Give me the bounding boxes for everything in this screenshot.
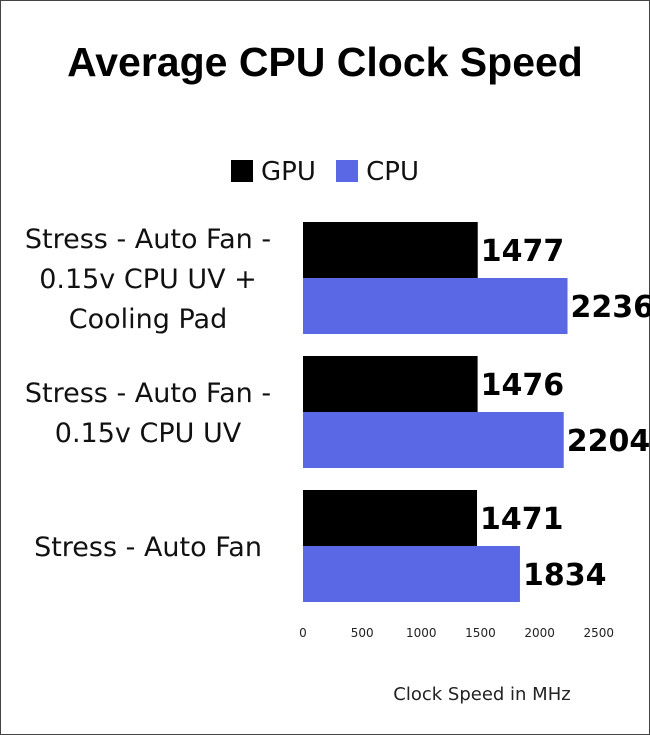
value-label-gpu-3: 1471 [480,502,564,537]
category-label-2-line-1: Stress - Auto Fan - [25,378,271,409]
category-label-1-line-3: Cooling Pad [69,304,227,335]
value-label-gpu-2: 1476 [481,368,565,403]
bar-cpu-3 [303,546,520,602]
legend-label-cpu: CPU [366,157,419,187]
legend: GPU CPU [0,157,650,187]
category-label-3-line-1: Stress - Auto Fan [34,532,262,563]
bar-cpu-1 [303,278,568,334]
legend-swatch-gpu [231,160,253,182]
bar-cpu-2 [303,412,564,468]
category-label-2-line-2: 0.15v CPU UV [55,418,242,449]
x-tick-label-2000: 2000 [524,626,555,640]
x-tick-label-1000: 1000 [406,626,437,640]
x-tick-label-0: 0 [299,626,307,640]
category-label-1-line-1: Stress - Auto Fan - [25,224,271,255]
value-label-cpu-3: 1834 [523,558,607,593]
x-tick-label-500: 500 [351,626,374,640]
legend-swatch-cpu [336,160,359,182]
chart-title: Average CPU Clock Speed [67,39,583,85]
bar-gpu-3 [303,490,478,546]
bar-gpu-2 [303,356,478,412]
value-label-cpu-2: 2204 [567,424,650,459]
x-tick-label-1500: 1500 [465,626,496,640]
category-label-1-line-2: 0.15v CPU UV + [39,264,257,295]
legend-item-cpu: CPU [336,157,419,187]
x-tick-label-2500: 2500 [583,626,614,640]
legend-label-gpu: GPU [261,157,316,187]
value-label-cpu-1: 2236 [571,290,650,325]
value-label-gpu-1: 1477 [481,234,565,269]
x-axis-title: Clock Speed in MHz [393,684,570,705]
bar-gpu-1 [303,222,478,278]
legend-item-gpu: GPU [231,157,316,187]
